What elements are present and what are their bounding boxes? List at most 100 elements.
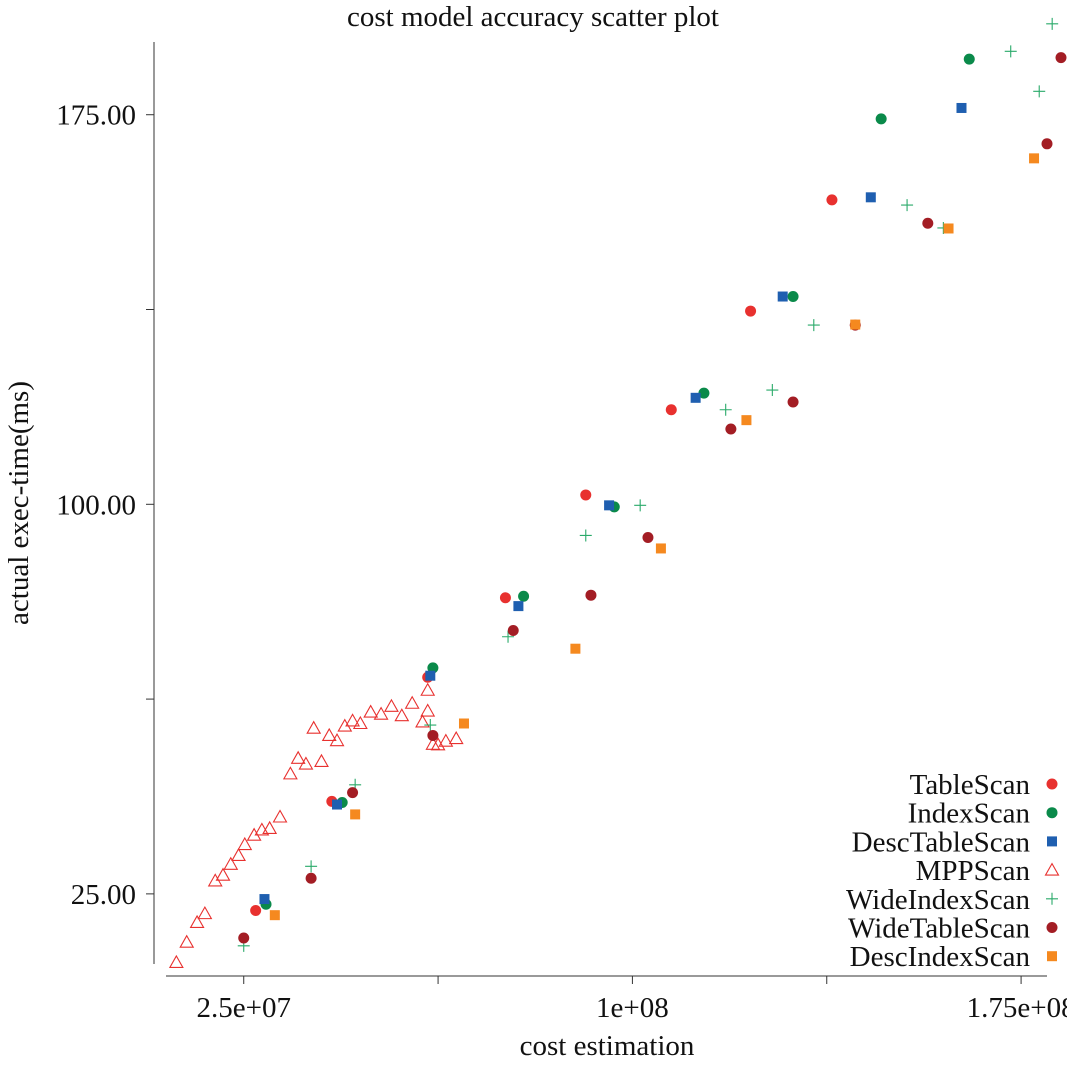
point-wideindexscan [901, 199, 914, 212]
point-desctablescan [425, 670, 436, 681]
point-mppscan [306, 720, 322, 734]
point-tablescan [580, 489, 592, 501]
legend-label: IndexScan [908, 798, 1031, 830]
point-tablescan [250, 904, 262, 916]
point-mppscan [438, 733, 454, 747]
legend-marker-tablescan [1046, 778, 1058, 790]
legend-label: DescTableScan [852, 826, 1031, 858]
x-tick-label: 1e+08 [596, 992, 669, 1024]
point-tablescan [665, 404, 677, 416]
point-mppscan [345, 713, 361, 727]
point-widetablescan [427, 729, 439, 741]
x-ticks: 2.5e+07 1e+08 1.75e+08 [196, 976, 1067, 1024]
point-widetablescan [585, 589, 597, 601]
point-mppscan [430, 737, 446, 751]
point-desctablescan [777, 291, 788, 302]
point-mppscan [337, 718, 353, 732]
point-mppscan [223, 856, 239, 870]
point-mppscan [197, 905, 213, 920]
point-wideindexscan [305, 860, 318, 873]
point-desctablescan [865, 192, 876, 203]
point-mppscan [179, 934, 195, 948]
point-mppscan [168, 954, 184, 968]
point-desctablescan [259, 894, 270, 905]
x-axis-label: cost estimation [520, 1030, 695, 1062]
point-widetablescan [238, 932, 250, 944]
point-descindexscan [269, 910, 280, 921]
point-mppscan [246, 827, 262, 841]
point-wideindexscan [579, 529, 592, 542]
point-mppscan [329, 733, 345, 747]
legend-label: DescIndexScan [850, 941, 1031, 973]
point-wideindexscan [766, 384, 779, 397]
point-descindexscan [1029, 153, 1040, 164]
point-mppscan [189, 914, 205, 928]
point-mppscan [383, 698, 399, 712]
point-indexscan [787, 291, 799, 303]
point-wideindexscan [424, 719, 437, 732]
point-indexscan [875, 113, 887, 125]
point-widetablescan [1041, 138, 1053, 150]
point-mppscan [352, 715, 368, 730]
point-desctablescan [513, 601, 524, 612]
point-desctablescan [690, 392, 701, 403]
x-tick-label: 1.75e+08 [967, 992, 1067, 1024]
point-widetablescan [305, 872, 317, 884]
legend-marker-wideindexscan [1046, 892, 1058, 905]
point-wideindexscan [634, 499, 647, 512]
point-widetablescan [507, 625, 519, 637]
point-mppscan [272, 809, 288, 823]
point-descindexscan [850, 319, 861, 330]
point-widetablescan [642, 532, 654, 544]
point-mppscan [420, 703, 436, 717]
point-wideindexscan [807, 319, 820, 332]
point-mppscan [231, 847, 246, 861]
legend-label: MPPScan [916, 855, 1031, 887]
legend-label: TableScan [910, 769, 1031, 801]
point-mppscan [282, 766, 298, 780]
legend-marker-desctablescan [1047, 836, 1057, 847]
point-desctablescan [604, 500, 615, 511]
point-wideindexscan [1046, 17, 1059, 30]
point-mppscan [373, 706, 389, 720]
chart-title: cost model accuracy scatter plot [347, 1, 719, 33]
point-descindexscan [943, 223, 954, 234]
point-widetablescan [347, 787, 359, 799]
point-widetablescan [787, 396, 799, 408]
point-mppscan [290, 750, 306, 764]
legend-label: WideIndexScan [846, 884, 1031, 916]
point-mppscan [237, 836, 253, 851]
legend-label: WideTableScan [848, 913, 1031, 945]
y-axis-label: actual exec-time(ms) [3, 381, 35, 625]
point-widetablescan [1055, 52, 1067, 64]
point-mppscan [314, 753, 329, 767]
y-ticks: 25.00 100.00 175.00 [56, 100, 154, 911]
point-mppscan [215, 867, 231, 881]
legend-marker-descindexscan [1047, 951, 1057, 962]
point-wideindexscan [502, 630, 515, 643]
legend-marker-mppscan [1044, 862, 1060, 876]
plot-points [168, 17, 1067, 968]
point-mppscan [262, 820, 278, 834]
point-mppscan [404, 695, 420, 709]
point-descindexscan [458, 718, 469, 729]
point-mppscan [321, 727, 337, 741]
point-indexscan [518, 590, 530, 602]
point-wideindexscan [719, 403, 732, 416]
x-tick-label: 2.5e+07 [196, 992, 290, 1024]
legend: TableScanIndexScanDescTableScanMPPScanWi… [846, 769, 1060, 973]
point-indexscan [698, 387, 710, 399]
point-tablescan [499, 592, 511, 604]
point-widetablescan [922, 217, 934, 229]
y-tick-label: 175.00 [56, 100, 136, 132]
point-indexscan [427, 662, 439, 674]
point-wideindexscan [1004, 45, 1017, 58]
legend-marker-widetablescan [1046, 922, 1058, 933]
point-tablescan [745, 305, 757, 317]
point-descindexscan [350, 809, 361, 820]
point-wideindexscan [1033, 85, 1046, 98]
point-mppscan [420, 682, 436, 696]
y-tick-label: 100.00 [56, 489, 136, 521]
y-tick-label: 25.00 [71, 879, 136, 911]
